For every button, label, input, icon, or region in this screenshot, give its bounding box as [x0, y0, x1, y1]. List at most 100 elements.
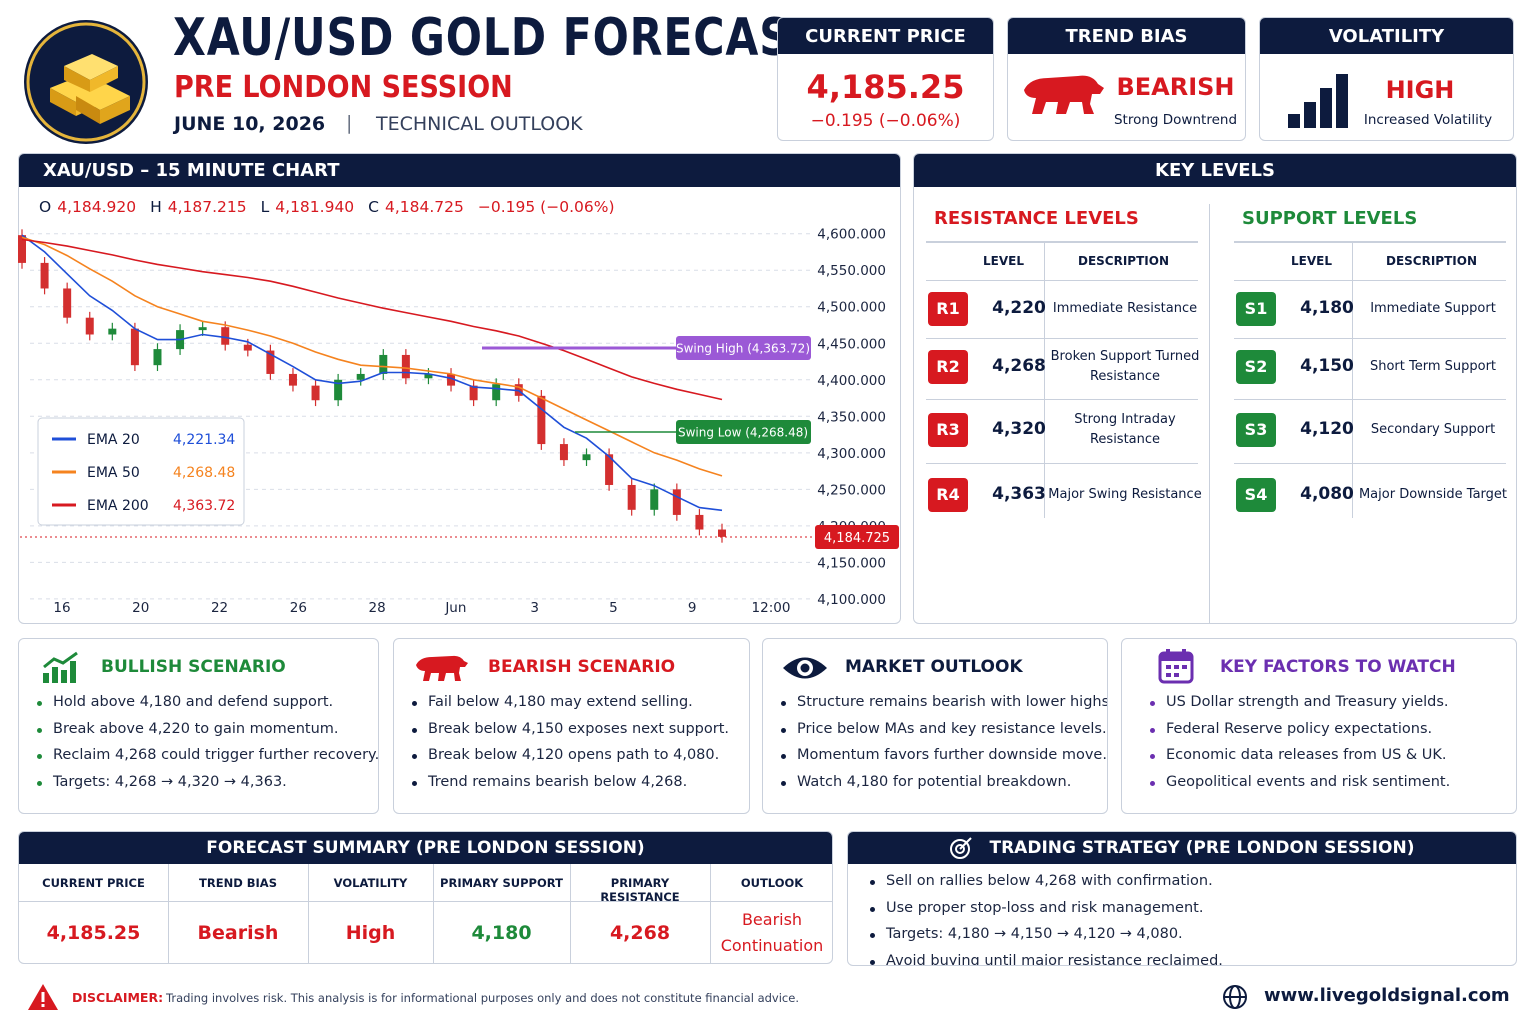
- trend: BEARISH: [1116, 73, 1235, 101]
- y-tick-label: 4,550.000: [817, 263, 886, 279]
- level-description: Secondary Support: [1370, 422, 1496, 437]
- row-rule: [1234, 398, 1506, 400]
- annotation-label: Swing Low (4,268.48): [678, 426, 808, 440]
- bullet: Sell on rallies below 4,268 with confirm…: [866, 873, 1223, 900]
- summary-value: High: [345, 922, 396, 944]
- candle-body: [334, 379, 343, 401]
- bullet: Break above 4,220 to gain momentum.: [33, 721, 378, 748]
- level-tag: R2: [928, 350, 968, 384]
- ema-line: [21, 238, 723, 401]
- col-rule: [570, 864, 571, 963]
- y-tick-label: 4,400.000: [817, 373, 886, 389]
- scenario-card: BEARISH SCENARIO Fail below 4,180 may ex…: [393, 638, 750, 814]
- chart-title: XAU/USD – 15 MINUTE CHART: [19, 154, 900, 187]
- bullet: Geopolitical events and risk sentiment.: [1146, 774, 1450, 801]
- key-levels-panel: KEY LEVELS RESISTANCE LEVELS LEVEL DESCRIP…: [913, 153, 1517, 624]
- bullet: Federal Reserve policy expectations.: [1146, 721, 1450, 748]
- bear-icon: [416, 655, 468, 681]
- annotation-box: [676, 420, 811, 444]
- disclaimer-label: DISCLAIMER:: [72, 990, 164, 1005]
- bullet: Trend remains bearish below 4,268.: [408, 774, 729, 801]
- rule: [1234, 280, 1506, 281]
- divider: [1209, 204, 1210, 623]
- bullet: Targets: 4,268 → 4,320 → 4,363.: [33, 774, 378, 801]
- x-tick-label: Jun: [444, 600, 466, 616]
- summary-value: Bearish: [197, 922, 279, 944]
- ohlc-item: L 4,181.940: [261, 198, 355, 216]
- legend-name: EMA 50: [87, 465, 140, 481]
- x-tick-label: 22: [211, 600, 228, 616]
- volatility-note: Increased Volatility: [1363, 112, 1493, 128]
- bullet: US Dollar strength and Treasury yields.: [1146, 694, 1450, 721]
- ohlc-change: −0.195 (−0.06%): [477, 198, 615, 216]
- candle-body: [469, 385, 478, 401]
- col-rule: [308, 864, 309, 963]
- volatility: HIGH: [1385, 76, 1455, 104]
- col-rule: [1352, 243, 1353, 518]
- ohlc: O 4,184.920 H 4,187.215 L 4,181.940 C 4,184.725…: [39, 198, 615, 216]
- bullet: Fail below 4,180 may extend selling.: [408, 694, 729, 721]
- ohlc-value: 4,187.215: [167, 198, 247, 216]
- x-tick-label: 16: [53, 600, 70, 616]
- bullet-list: Hold above 4,180 and defend support. Brea…: [33, 694, 378, 801]
- forecast-summary: FORECAST SUMMARY (PRE LONDON SESSION) CU…: [18, 831, 833, 964]
- strategy-title: TRADING STRATEGY (PRE LONDON SESSION): [848, 832, 1516, 864]
- row-rule: [926, 398, 1198, 400]
- candle-body: [198, 327, 207, 331]
- gold-logo: [24, 20, 148, 144]
- ohlc-key: O: [39, 198, 52, 216]
- bullish-icon: [43, 651, 78, 683]
- bullet: Targets: 4,180 → 4,150 → 4,120 → 4,080.: [866, 926, 1223, 953]
- level-value: 4,320: [992, 419, 1046, 439]
- legend-value: 4,363.72: [173, 498, 235, 514]
- trading-strategy: TRADING STRATEGY (PRE LONDON SESSION) Se…: [847, 831, 1517, 966]
- ohlc-item: C 4,184.725: [368, 198, 464, 216]
- candle-body: [243, 344, 252, 351]
- x-tick-label: 3: [530, 600, 539, 616]
- y-tick-label: 4,150.000: [817, 555, 886, 571]
- summary-value: 4,180: [471, 922, 532, 944]
- col-rule: [433, 864, 434, 963]
- legend-value: 4,221.34: [173, 432, 235, 448]
- scenario-card: KEY FACTORS TO WATCH US Dollar strength …: [1121, 638, 1517, 814]
- last-price-label: 4,184.725: [824, 531, 890, 546]
- col-header: LEVEL: [1291, 254, 1332, 268]
- price: 4,185.25: [806, 68, 965, 106]
- summary-header: PRIMARY RESISTANCE: [600, 876, 680, 904]
- col-rule: [168, 864, 169, 963]
- rule: [1234, 241, 1506, 243]
- candle-body: [401, 354, 410, 379]
- row-line: [19, 901, 832, 902]
- ema-line: [21, 234, 723, 512]
- candle-body: [288, 373, 297, 386]
- level-description: Immediate Resistance: [1052, 301, 1198, 316]
- level-description: Major Downside Target: [1358, 487, 1508, 502]
- candle-body: [153, 349, 162, 366]
- candle-body: [447, 373, 456, 386]
- title: XAU/USD GOLD FORECAST: [173, 8, 821, 68]
- globe-icon: [1223, 985, 1247, 1009]
- ohlc-value: 4,184.920: [57, 198, 137, 216]
- col-rule: [710, 864, 711, 963]
- card-title: VOLATILITY: [1260, 18, 1513, 54]
- level-value: 4,080: [1300, 484, 1354, 504]
- col-rule: [1044, 243, 1045, 518]
- candle-body: [311, 385, 320, 401]
- level-tag: R3: [928, 413, 968, 447]
- candle-body: [18, 235, 26, 263]
- annotation-label: Swing High (4,363.72): [676, 342, 810, 356]
- bullet: Structure remains bearish with lower hig…: [777, 694, 1107, 721]
- row-rule: [1234, 338, 1506, 339]
- candle-body: [582, 454, 591, 461]
- separator: |: [346, 112, 353, 134]
- scenario-title: BEARISH SCENARIO: [488, 657, 676, 677]
- annotation-box: [676, 336, 811, 360]
- target-icon: [950, 837, 972, 859]
- volatility-card: VOLATILITY HIGH Increased Volatility: [1259, 17, 1514, 141]
- x-tick-label: 12:00: [752, 600, 791, 616]
- y-tick-label: 4,600.000: [817, 227, 886, 243]
- summary-header: CURRENT PRICE: [42, 876, 145, 890]
- col-header: DESCRIPTION: [1385, 254, 1477, 268]
